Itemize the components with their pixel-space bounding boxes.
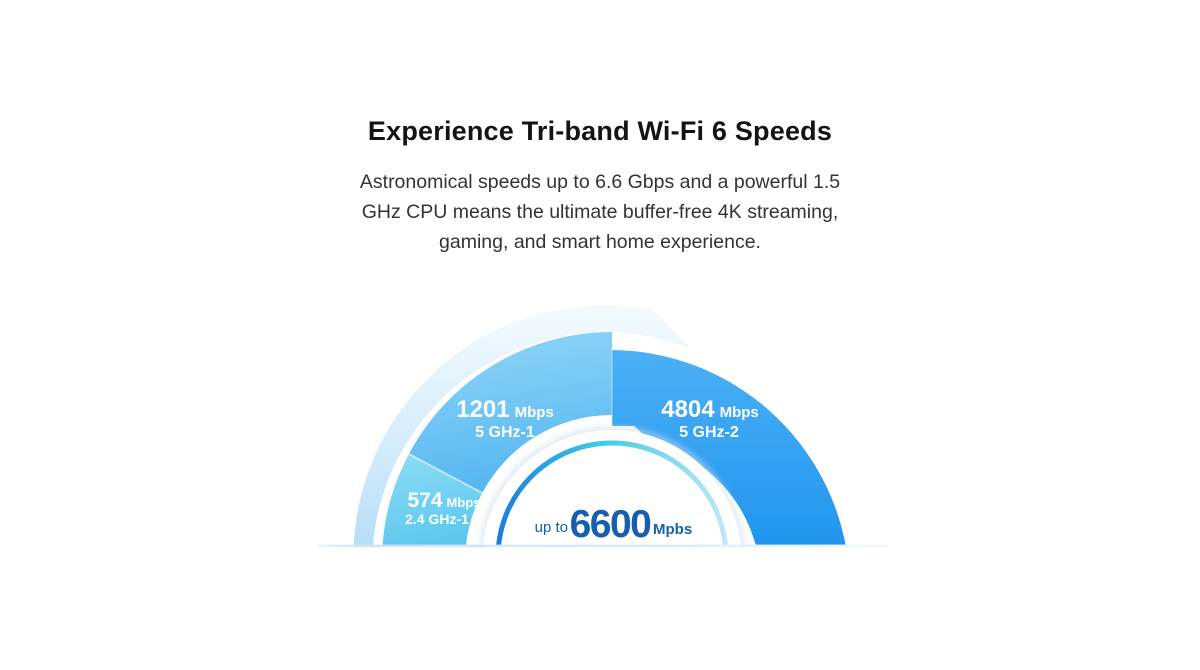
label-24ghz-band: 2.4 GHz-1 xyxy=(405,511,469,527)
gauge-segment-5ghz2 xyxy=(612,350,846,546)
swoosh-decoration xyxy=(353,305,690,546)
total-speed-unit: Mpbs xyxy=(653,521,692,538)
speed-ring xyxy=(496,440,728,546)
description: Astronomical speeds up to 6.6 Gbps and a… xyxy=(0,167,1200,257)
label-5ghz2-band: 5 GHz-2 xyxy=(679,424,739,441)
description-line: Astronomical speeds up to 6.6 Gbps and a… xyxy=(359,171,841,193)
label-5ghz1-speed: 1201 Mbps xyxy=(456,396,554,423)
description-line: gaming, and smart home experience. xyxy=(439,231,761,253)
gauge-inner-dome xyxy=(482,430,742,546)
label-5ghz2-speed: 4804 Mbps xyxy=(661,396,759,423)
segment-seam xyxy=(408,453,483,494)
intro-copy: Experience Tri-band Wi-Fi 6 Speeds Astro… xyxy=(0,0,1200,257)
total-speed-prefix: up to xyxy=(535,519,568,536)
baseline xyxy=(318,544,888,548)
label-24ghz-speed: 574 Mbps xyxy=(408,489,481,512)
description-line: GHz CPU means the ultimate buffer-free 4… xyxy=(361,201,839,223)
label-5ghz1-band: 5 GHz-1 xyxy=(475,424,535,441)
gauge-segment-5ghz1 xyxy=(408,332,612,493)
gauge-segment-24ghz xyxy=(382,454,483,546)
total-speed-value: 6600 xyxy=(570,503,652,546)
page-title: Experience Tri-band Wi-Fi 6 Speeds xyxy=(367,116,833,146)
